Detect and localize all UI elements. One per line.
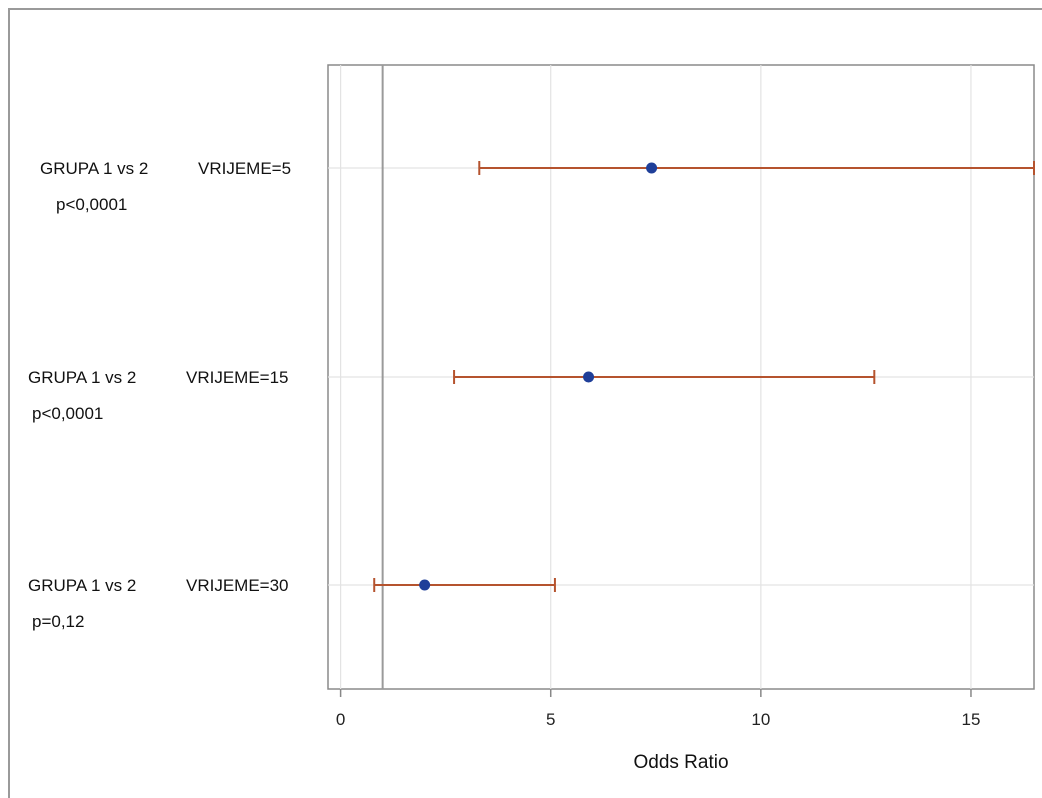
x-tick-label-15: 15 bbox=[962, 710, 981, 729]
row-p-value: p=0,12 bbox=[32, 612, 84, 631]
x-tick-label-10: 10 bbox=[751, 710, 770, 729]
x-tick-label-5: 5 bbox=[546, 710, 555, 729]
row-time-label: VRIJEME=30 bbox=[186, 576, 289, 595]
x-axis: 0 5 10 15 bbox=[336, 689, 981, 729]
x-tick-label-0: 0 bbox=[336, 710, 345, 729]
row-time-label: VRIJEME=15 bbox=[186, 368, 289, 387]
x-axis-label: Odds Ratio bbox=[633, 752, 728, 773]
forest-row-2: GRUPA 1 vs 2 VRIJEME=15 p<0,0001 bbox=[28, 368, 876, 423]
forest-row-1: GRUPA 1 vs 2 VRIJEME=5 p<0,0001 bbox=[40, 159, 1035, 214]
row-time-label: VRIJEME=5 bbox=[198, 159, 291, 178]
odds-ratio-point bbox=[583, 371, 595, 383]
figure-frame bbox=[8, 8, 1042, 798]
forest-row-3: GRUPA 1 vs 2 VRIJEME=30 p=0,12 bbox=[28, 576, 556, 631]
row-p-value: p<0,0001 bbox=[56, 195, 127, 214]
odds-ratio-point bbox=[646, 162, 658, 174]
row-label: GRUPA 1 vs 2 bbox=[40, 159, 148, 178]
row-label: GRUPA 1 vs 2 bbox=[28, 576, 136, 595]
row-label: GRUPA 1 vs 2 bbox=[28, 368, 136, 387]
row-p-value: p<0,0001 bbox=[32, 404, 103, 423]
odds-ratio-point bbox=[419, 579, 431, 591]
